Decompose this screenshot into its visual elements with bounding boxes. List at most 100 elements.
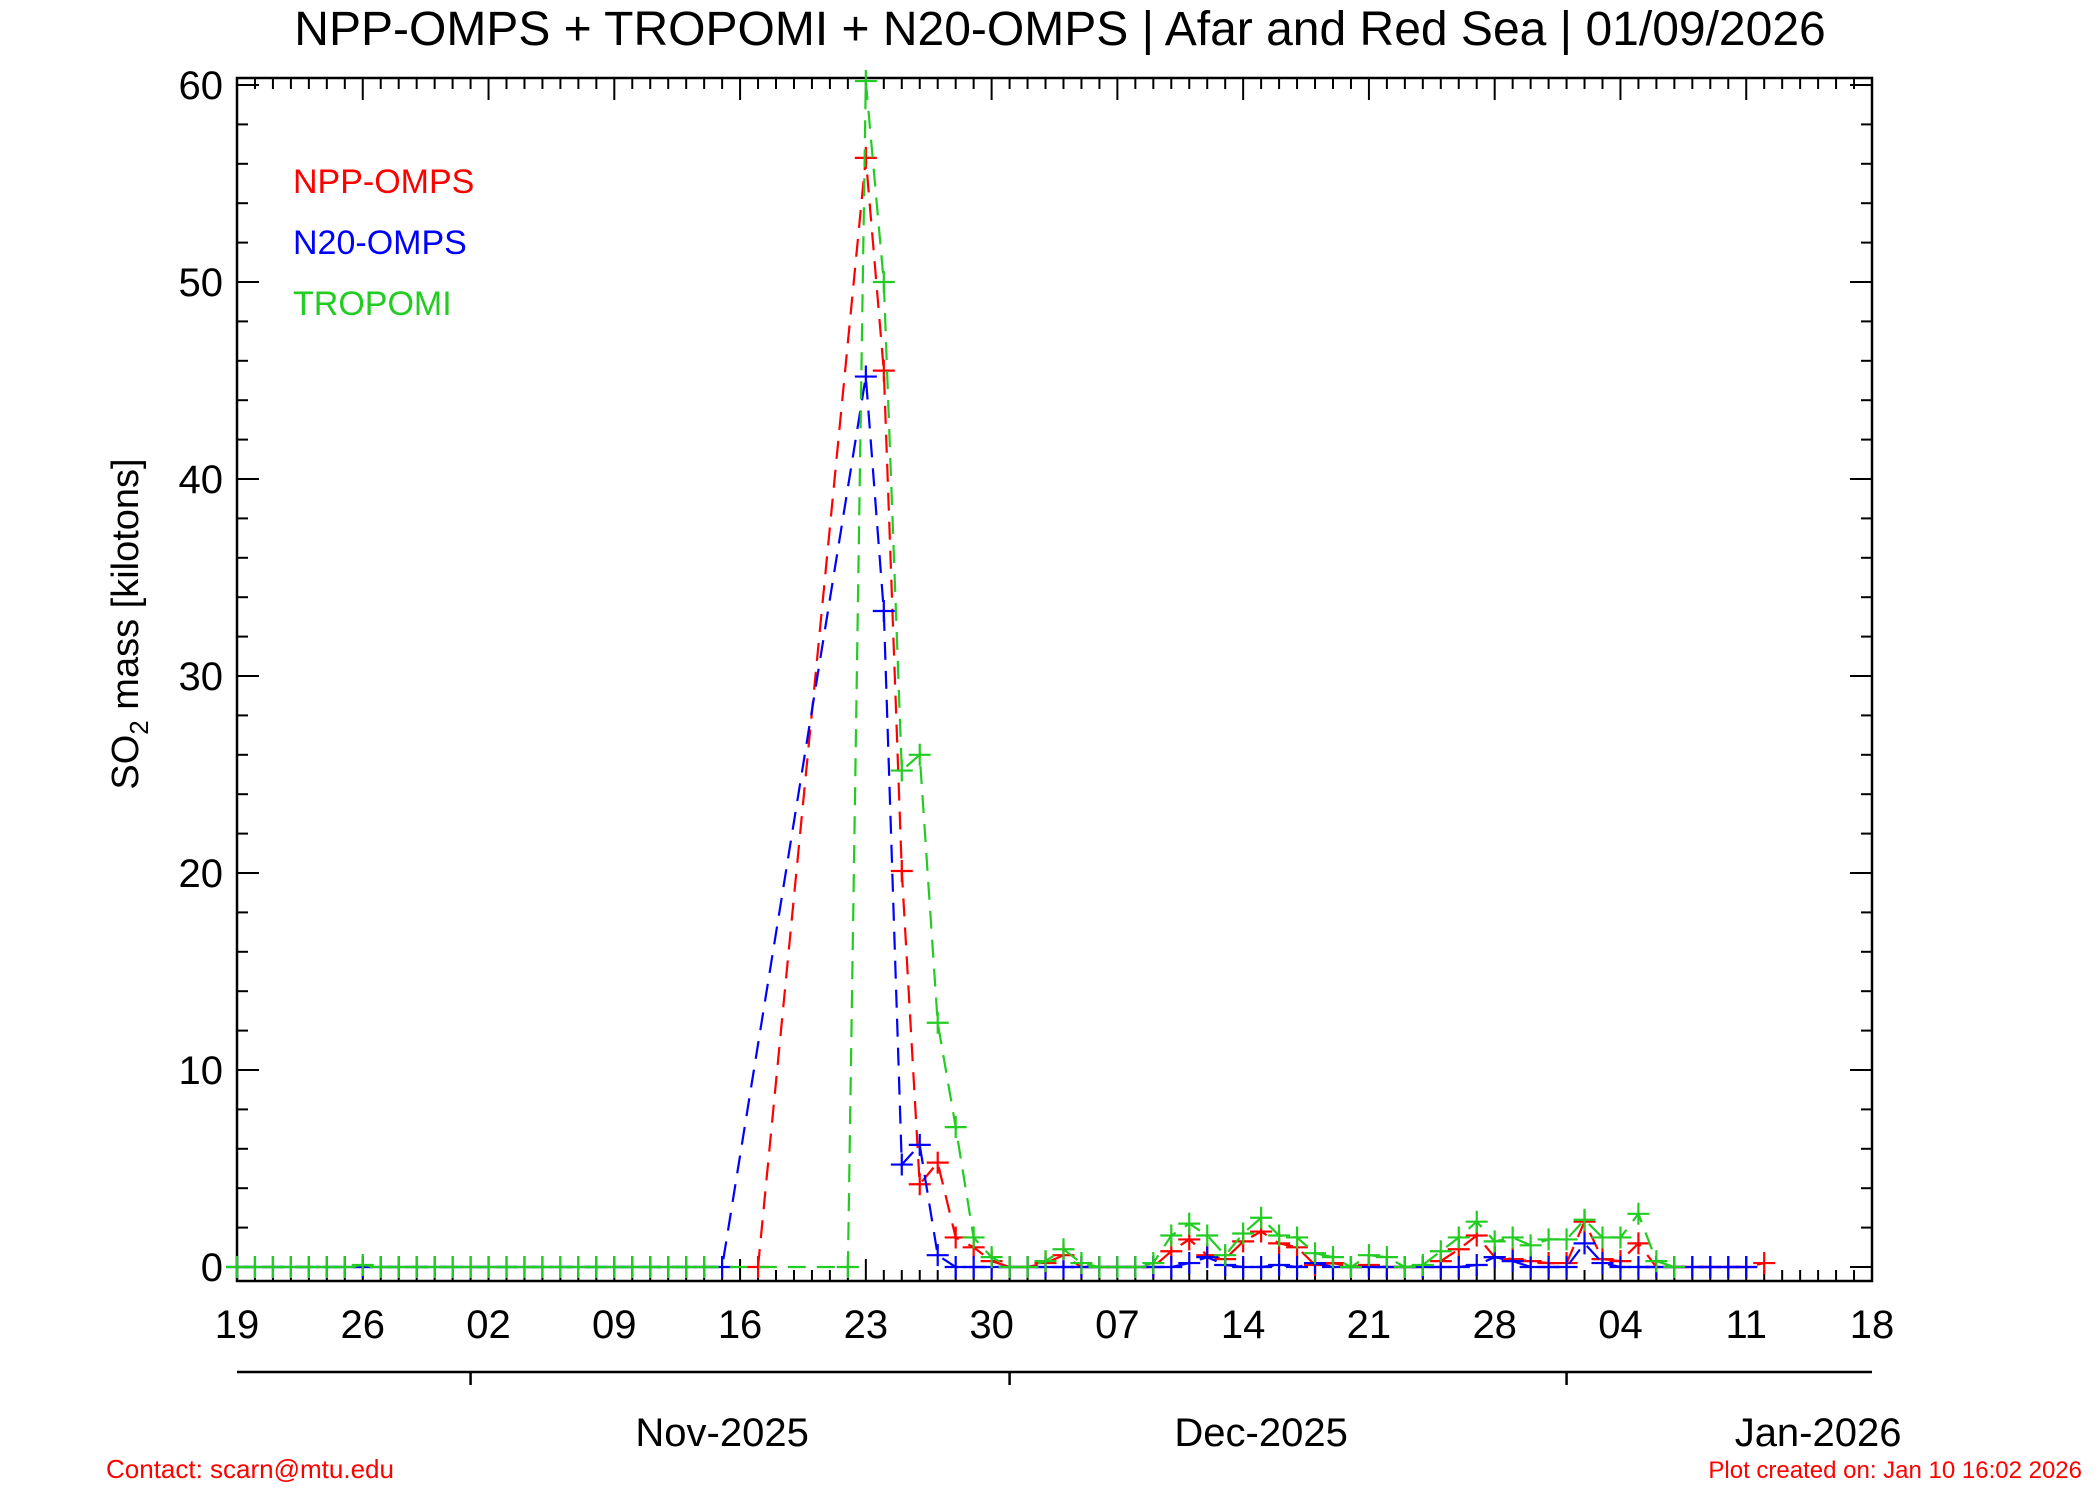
x-tick-label: 30 xyxy=(969,1303,1014,1347)
y-tick-label: 0 xyxy=(201,1246,223,1290)
x-tick-label: 19 xyxy=(215,1303,260,1347)
y-axis-label-rest: mass [kilotons] xyxy=(105,458,147,720)
x-tick-label: 21 xyxy=(1347,1303,1392,1347)
data-point xyxy=(1519,1234,1542,1257)
data-point xyxy=(1375,1246,1398,1269)
data-point xyxy=(1196,1224,1219,1247)
x-tick-label: 18 xyxy=(1850,1303,1895,1347)
data-point xyxy=(962,1226,985,1249)
data-point xyxy=(1196,1246,1219,1269)
data-point xyxy=(1393,1256,1416,1278)
x-tick-label: 09 xyxy=(592,1303,637,1347)
data-point xyxy=(1465,1210,1488,1233)
data-point xyxy=(1250,1206,1273,1229)
y-axis-label: SO2 mass [kilotons] xyxy=(105,458,154,789)
data-point xyxy=(890,860,913,883)
data-point xyxy=(890,759,913,782)
data-point xyxy=(1555,1256,1578,1278)
data-point xyxy=(1160,1224,1183,1247)
x-tick-label: 28 xyxy=(1472,1303,1517,1347)
data-point xyxy=(1214,1244,1237,1267)
data-point xyxy=(1627,1202,1650,1225)
month-label: Dec-2025 xyxy=(1174,1411,1347,1455)
data-point xyxy=(1447,1256,1470,1278)
series-tropomi xyxy=(226,70,1686,1278)
data-point xyxy=(872,359,895,382)
data-point xyxy=(926,1151,949,1174)
data-point xyxy=(926,1011,949,1034)
data-point xyxy=(1483,1230,1506,1253)
x-tick-label: 23 xyxy=(844,1303,889,1347)
data-point xyxy=(351,1254,374,1277)
data-point xyxy=(908,743,931,766)
contact-text: Contact: scarn@mtu.edu xyxy=(106,1454,394,1484)
data-point xyxy=(1232,1222,1255,1245)
data-point xyxy=(1573,1208,1596,1231)
data-point xyxy=(1268,1224,1291,1247)
series-line xyxy=(756,157,1765,1269)
month-label: Nov-2025 xyxy=(635,1411,808,1455)
y-tick-label: 20 xyxy=(179,852,224,896)
data-point xyxy=(333,1256,356,1278)
data-point xyxy=(1286,1226,1309,1249)
data-point xyxy=(1447,1226,1470,1249)
data-point xyxy=(1070,1252,1093,1275)
y-tick-label: 30 xyxy=(179,655,224,699)
y-tick-label: 10 xyxy=(179,1049,224,1093)
axes: 0 10 20 30 40 50 60 19 26 02 09 16 23 30 07 14 21 28 04 11 1… xyxy=(179,64,1902,1455)
series-n20-omps xyxy=(226,365,1758,1278)
data-point xyxy=(1609,1226,1632,1249)
data-point xyxy=(1304,1242,1327,1265)
data-point xyxy=(980,1246,1003,1269)
data-point xyxy=(1645,1250,1668,1273)
data-point xyxy=(890,1153,913,1176)
x-tick-label: 16 xyxy=(718,1303,763,1347)
data-point xyxy=(693,1256,716,1278)
data-point xyxy=(908,1133,931,1156)
plot-frame xyxy=(235,76,1874,1283)
data-point xyxy=(854,70,877,93)
chart-title: NPP-OMPS + TROPOMI + N20-OMPS | Afar and… xyxy=(294,3,1825,56)
y-axis-label-subscript: 2 xyxy=(124,720,154,734)
data-point xyxy=(1034,1250,1057,1273)
data-point xyxy=(1321,1246,1344,1269)
data-point xyxy=(872,599,895,622)
series-npp-omps xyxy=(747,146,1776,1278)
data-point xyxy=(1016,1256,1039,1278)
data-point xyxy=(1411,1254,1434,1277)
data-point xyxy=(1465,1254,1488,1277)
data-point xyxy=(1268,1254,1291,1277)
data-point xyxy=(836,1256,859,1278)
month-label: Jan-2026 xyxy=(1735,1411,1902,1455)
data-point xyxy=(944,1116,967,1139)
data-point xyxy=(926,1244,949,1267)
data-point xyxy=(1052,1238,1075,1261)
x-tick-label: 14 xyxy=(1221,1303,1266,1347)
legend-npp-omps: NPP-OMPS xyxy=(293,163,474,201)
data-point xyxy=(1339,1256,1362,1278)
data-point xyxy=(1591,1252,1614,1275)
data-point xyxy=(1663,1256,1686,1278)
legend-n20-omps: N20-OMPS xyxy=(293,224,467,262)
data-point xyxy=(1178,1252,1201,1275)
y-tick-label: 50 xyxy=(179,261,224,305)
data-point xyxy=(1357,1244,1380,1267)
y-tick-label: 40 xyxy=(179,458,224,502)
data-point xyxy=(1142,1252,1165,1275)
data-point xyxy=(1753,1252,1776,1275)
legend-tropomi: TROPOMI xyxy=(293,285,452,323)
data-point xyxy=(872,271,895,293)
data-point xyxy=(1501,1226,1524,1249)
data-point xyxy=(1124,1256,1147,1278)
data-point xyxy=(1555,1228,1578,1251)
data-point xyxy=(1250,1256,1273,1278)
y-axis-label-main: SO xyxy=(105,735,147,790)
x-tick-label: 07 xyxy=(1095,1303,1140,1347)
data-point xyxy=(1735,1256,1758,1278)
x-tick-label: 02 xyxy=(466,1303,511,1347)
x-tick-label: 26 xyxy=(341,1303,386,1347)
y-tick-label: 60 xyxy=(179,64,224,108)
data-point xyxy=(1286,1256,1309,1278)
series-line xyxy=(237,376,1747,1269)
